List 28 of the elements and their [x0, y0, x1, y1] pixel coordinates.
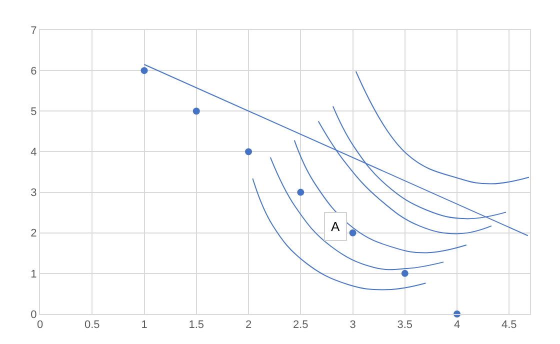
y-tick-label: 0 — [30, 308, 37, 321]
y-tick-label: 2 — [30, 228, 37, 240]
x-tick-label: 1.5 — [188, 319, 204, 332]
x-tick-label: 2.5 — [292, 319, 308, 332]
line-series — [355, 70, 530, 184]
point — [297, 188, 304, 196]
x-tick-label: 4.5 — [502, 319, 517, 332]
x-tick-label: 2 — [245, 319, 252, 332]
y-tick-label: 4 — [30, 146, 37, 159]
y-tick-label: 6 — [30, 65, 37, 78]
x-tick-label: 3.5 — [397, 319, 413, 332]
point — [349, 229, 356, 236]
point — [401, 270, 408, 277]
y-tick-label: 7 — [30, 24, 37, 37]
line-series — [294, 140, 467, 254]
x-tick-label: 0.5 — [84, 319, 100, 332]
point — [245, 148, 252, 156]
y-tick-label: 5 — [30, 106, 37, 118]
point — [192, 108, 200, 115]
annotation: A — [331, 219, 340, 234]
x-tick-label: 4 — [454, 319, 460, 332]
x-tick-label: 3 — [350, 319, 356, 332]
line-series — [332, 106, 507, 220]
y-tick-label: 3 — [30, 187, 37, 200]
x-tick-label: 1 — [141, 319, 148, 332]
point — [140, 67, 148, 74]
line-series — [252, 178, 426, 290]
y-tick-label: 1 — [30, 268, 37, 280]
